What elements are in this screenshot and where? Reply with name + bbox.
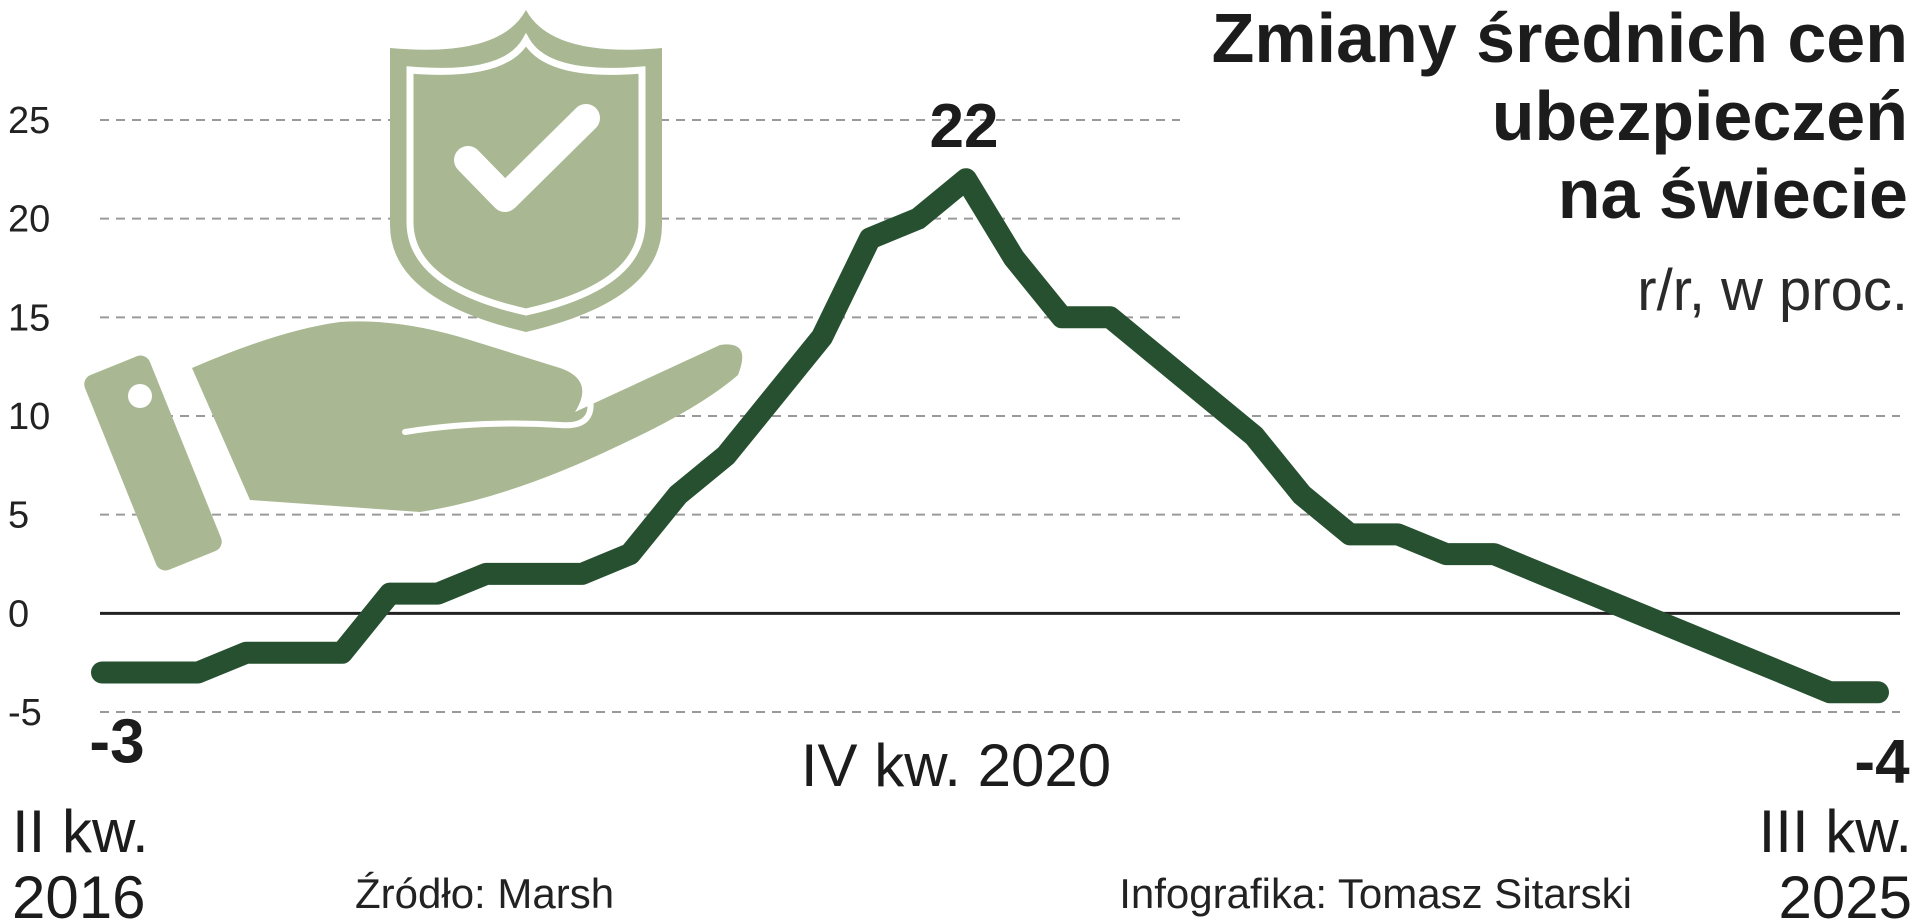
- chart-title-line-2: ubezpieczeń: [1492, 77, 1908, 155]
- x-start-label-line-2: 2016: [12, 864, 145, 924]
- y-tick-label: 20: [8, 199, 50, 241]
- credit-note: Infografika: Tomasz Sitarski: [1119, 870, 1632, 917]
- shield-hand-icon: [84, 10, 743, 571]
- chart-title-line-1: Zmiany średnich cen: [1212, 0, 1908, 77]
- y-tick-label: 10: [8, 396, 50, 438]
- y-tick-label: 15: [8, 297, 50, 339]
- annotation-peak-value: 22: [930, 92, 999, 161]
- chart-title-line-3: na świecie: [1558, 155, 1908, 233]
- annotation-end-value: -4: [1854, 727, 1910, 796]
- chart-subtitle: r/r, w proc.: [1637, 258, 1908, 323]
- x-end-label-line-1: III kw.: [1759, 798, 1912, 865]
- y-tick-label: 5: [8, 495, 29, 537]
- x-end-label-line-2: 2025: [1779, 864, 1912, 924]
- y-tick-label: 0: [8, 593, 29, 635]
- x-start-label-line-1: II kw.: [12, 798, 149, 865]
- series-line: [91, 168, 1889, 704]
- y-axis-ticks: 25 20 15 10 5 0 -5: [8, 100, 50, 734]
- y-tick-label: -5: [8, 692, 42, 734]
- source-note: Źródło: Marsh: [355, 870, 614, 917]
- annotation-start-value: -3: [89, 708, 144, 777]
- annotation-peak-period: IV kw. 2020: [801, 732, 1111, 799]
- y-tick-label: 25: [8, 100, 50, 142]
